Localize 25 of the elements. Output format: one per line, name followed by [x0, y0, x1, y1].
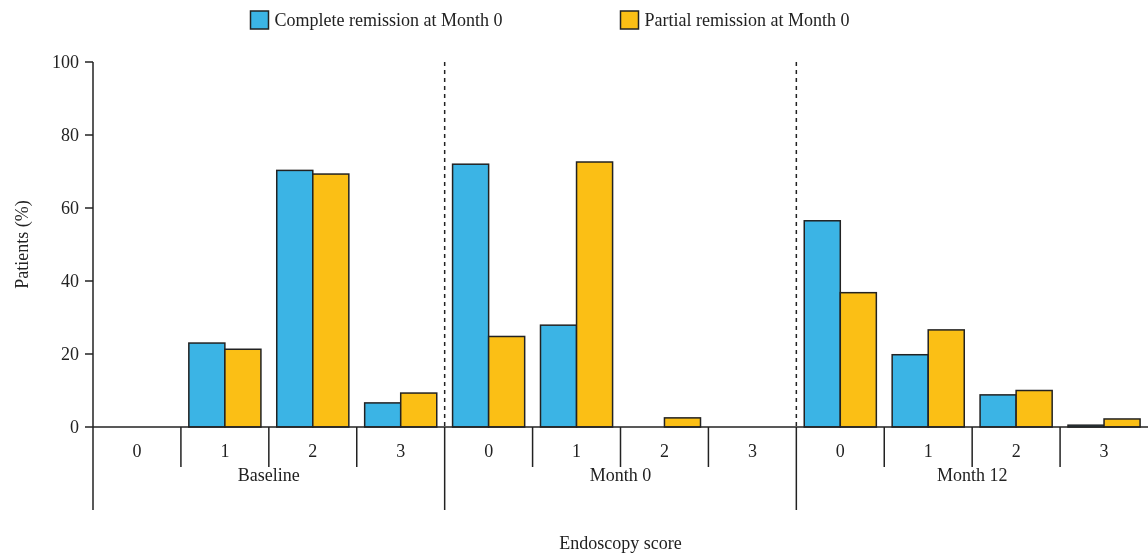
y-tick-label: 20	[61, 344, 79, 365]
x-tick-label: 0	[484, 441, 494, 462]
legend-label: Complete remission at Month 0	[274, 10, 503, 31]
y-tick-label: 0	[70, 417, 79, 438]
x-tick-label: 3	[1099, 441, 1109, 462]
y-tick-label: 100	[52, 52, 79, 73]
x-tick-label: 0	[132, 441, 142, 462]
y-axis-title: Patients (%)	[12, 200, 34, 289]
x-tick-label: 0	[835, 441, 845, 462]
text: Baseline	[237, 465, 300, 486]
y-tick-label: 40	[61, 271, 79, 292]
x-axis-title: Endoscopy score	[559, 533, 682, 554]
x-tick-label: 3	[747, 441, 757, 462]
x-tick-label: 2	[1011, 441, 1021, 462]
x-tick-label: 3	[396, 441, 406, 462]
y-tick-label: 60	[61, 198, 79, 219]
text: Month 12	[936, 465, 1008, 486]
y-tick-label: 80	[61, 125, 79, 146]
x-tick-label: 1	[220, 441, 230, 462]
text: Month 0	[589, 465, 652, 486]
legend-label: Partial remission at Month 0	[644, 10, 850, 31]
x-tick-label: 2	[308, 441, 318, 462]
x-tick-label: 2	[659, 441, 669, 462]
x-tick-label: 1	[923, 441, 933, 462]
x-tick-label: 1	[572, 441, 582, 462]
